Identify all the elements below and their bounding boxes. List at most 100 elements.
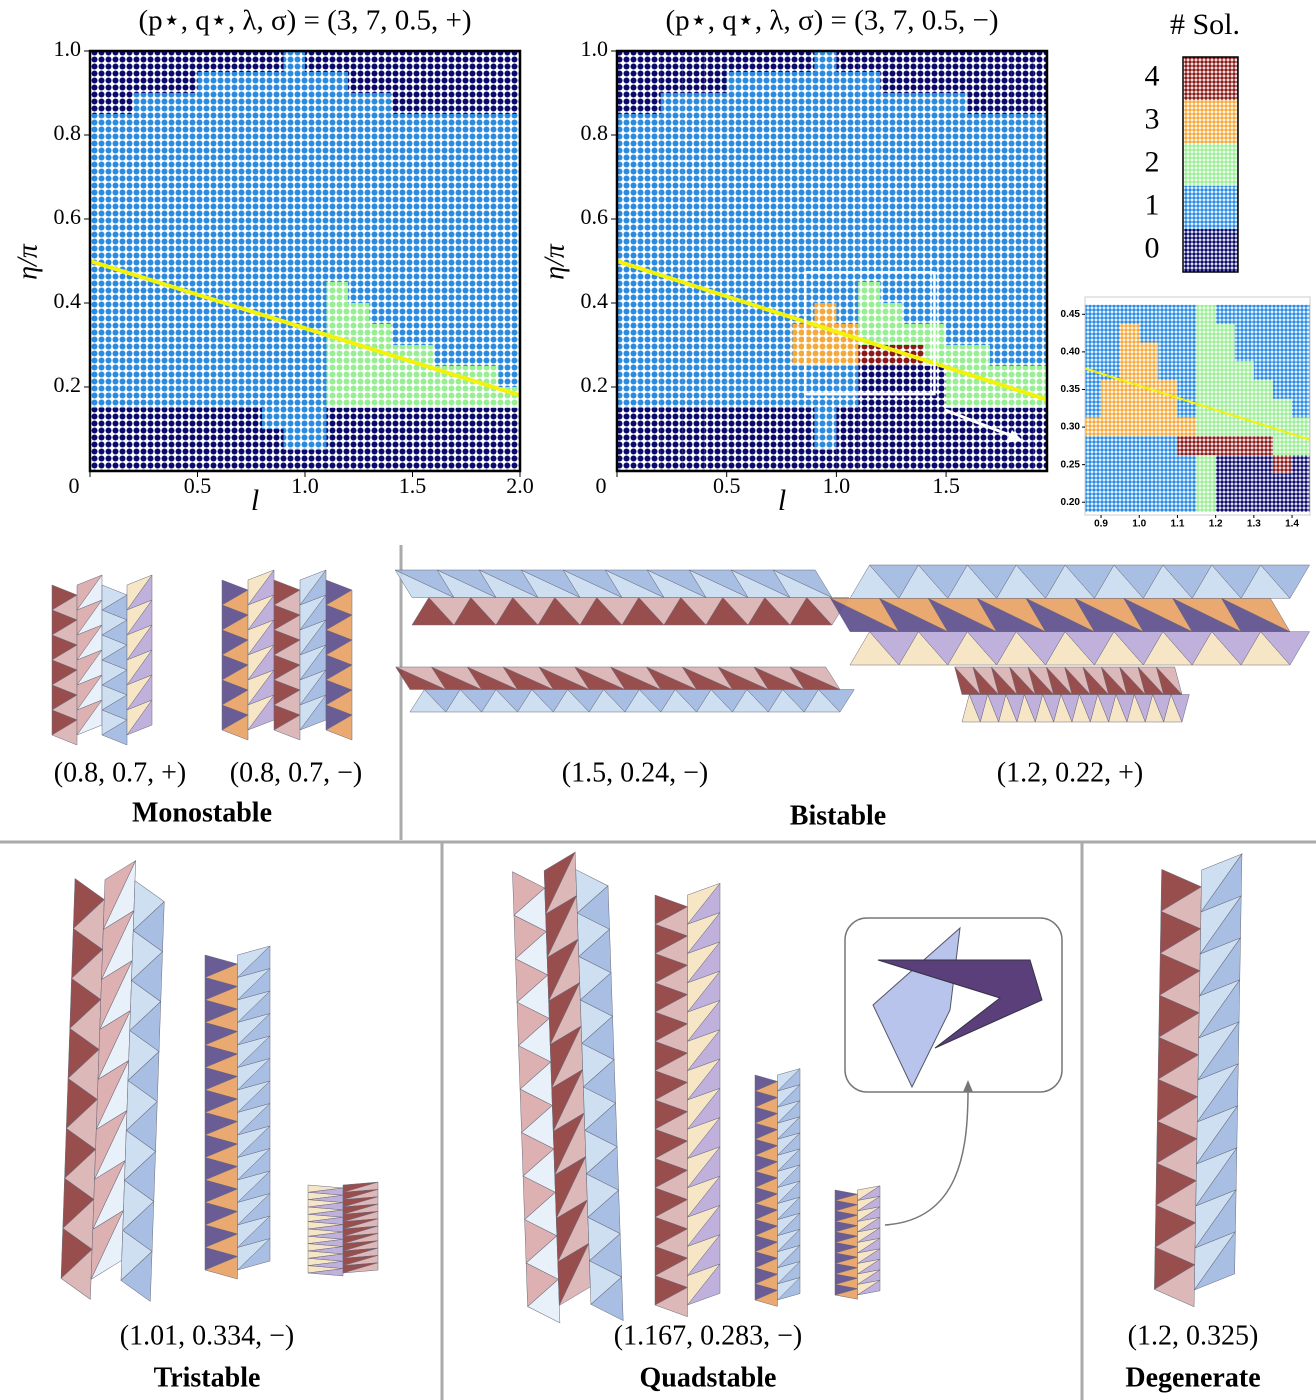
cell <box>1254 361 1273 380</box>
cell <box>198 240 220 261</box>
cell <box>705 429 727 450</box>
cell <box>968 282 990 303</box>
cell <box>1177 418 1196 437</box>
cell <box>112 282 134 303</box>
cell <box>1216 380 1235 399</box>
cell <box>793 240 815 261</box>
cell <box>727 114 749 135</box>
cell <box>771 135 793 156</box>
cell <box>902 177 924 198</box>
cell <box>727 303 749 324</box>
cell <box>814 72 836 93</box>
cell <box>902 240 924 261</box>
cell <box>617 429 639 450</box>
cell <box>241 156 263 177</box>
cell <box>705 261 727 282</box>
cell <box>880 93 902 114</box>
cell <box>133 177 155 198</box>
cell <box>858 177 880 198</box>
cell <box>617 177 639 198</box>
cell <box>1254 436 1273 455</box>
cell <box>946 135 968 156</box>
cell <box>1034 366 1056 387</box>
cell <box>90 156 112 177</box>
cell <box>370 261 392 282</box>
cell <box>617 303 639 324</box>
cell <box>1177 380 1196 399</box>
cell <box>391 429 413 450</box>
cell <box>90 282 112 303</box>
cell <box>1139 493 1158 512</box>
cell <box>617 156 639 177</box>
y-tick-label: 1.0 <box>54 36 82 61</box>
cell <box>262 114 284 135</box>
cell <box>661 408 683 429</box>
cell <box>946 345 968 366</box>
cell <box>262 177 284 198</box>
cell <box>176 156 198 177</box>
cell <box>1012 450 1034 471</box>
cell <box>284 282 306 303</box>
cell <box>112 114 134 135</box>
cell <box>1034 93 1056 114</box>
cell <box>198 429 220 450</box>
cell <box>176 366 198 387</box>
cell <box>705 156 727 177</box>
cell <box>155 177 177 198</box>
cell <box>814 93 836 114</box>
cell <box>771 156 793 177</box>
cell <box>705 240 727 261</box>
cell <box>880 240 902 261</box>
cell <box>262 324 284 345</box>
cell <box>133 51 155 72</box>
cell <box>176 345 198 366</box>
cell <box>90 366 112 387</box>
cell <box>434 429 456 450</box>
cell <box>391 219 413 240</box>
cell <box>413 408 435 429</box>
cell <box>262 366 284 387</box>
cell <box>305 387 327 408</box>
cell <box>434 114 456 135</box>
cell <box>968 156 990 177</box>
origami <box>655 883 720 1316</box>
cell <box>1139 361 1158 380</box>
cell <box>370 51 392 72</box>
cell <box>499 135 521 156</box>
cell <box>1273 361 1292 380</box>
cell <box>749 450 771 471</box>
cell <box>1292 455 1311 474</box>
cell <box>683 93 705 114</box>
cell <box>241 219 263 240</box>
cell <box>499 51 521 72</box>
cell <box>924 219 946 240</box>
cell <box>327 93 349 114</box>
cell <box>499 240 521 261</box>
cell <box>617 135 639 156</box>
cell <box>413 93 435 114</box>
plot-area <box>617 51 1056 471</box>
cell <box>968 450 990 471</box>
cell <box>176 261 198 282</box>
y-tick-label: 0.25 <box>1061 459 1081 470</box>
cell <box>112 198 134 219</box>
cell <box>112 450 134 471</box>
cell <box>639 198 661 219</box>
cell <box>348 93 370 114</box>
cell <box>836 72 858 93</box>
cell <box>990 135 1012 156</box>
cell <box>617 408 639 429</box>
cell <box>683 198 705 219</box>
cell <box>434 387 456 408</box>
cell <box>1273 305 1292 324</box>
cell <box>155 450 177 471</box>
cell <box>814 387 836 408</box>
cell <box>793 450 815 471</box>
cell <box>1139 436 1158 455</box>
cell <box>1034 156 1056 177</box>
cell <box>219 93 241 114</box>
cell <box>155 261 177 282</box>
cell <box>990 261 1012 282</box>
panel-title: Tristable <box>154 1362 261 1393</box>
cell <box>1158 455 1177 474</box>
